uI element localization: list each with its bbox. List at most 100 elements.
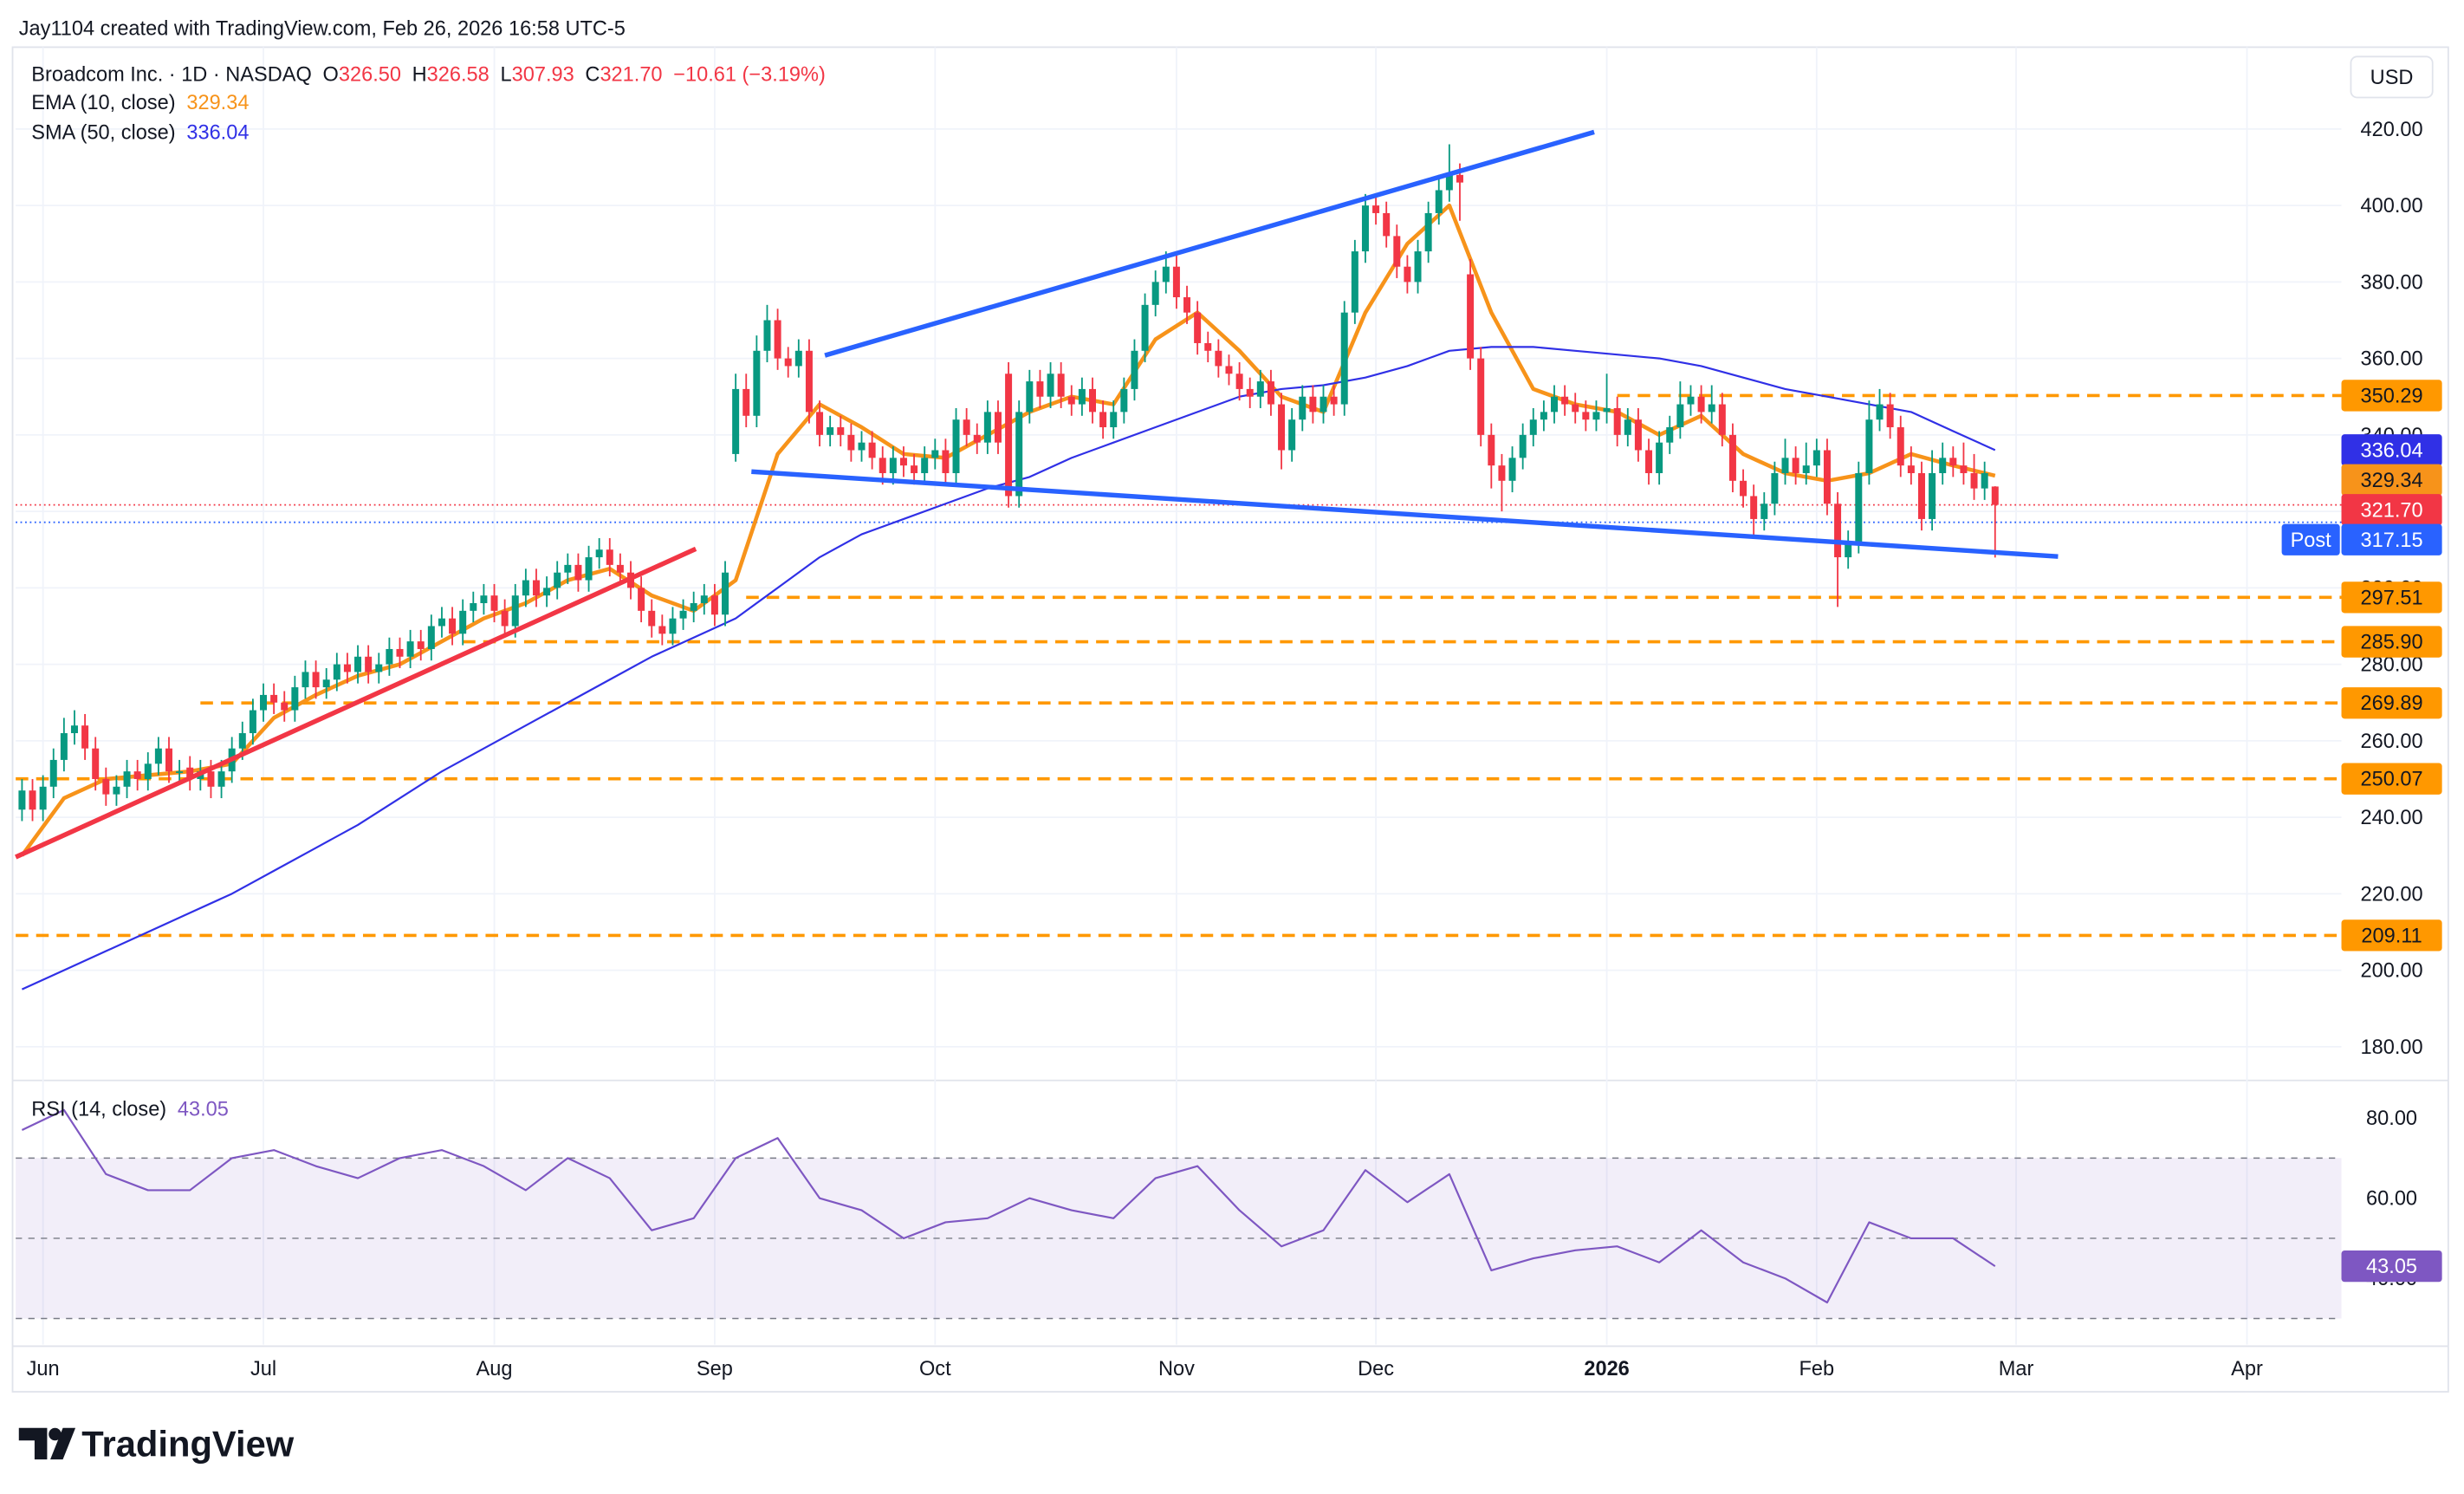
level-tag-bg — [2341, 380, 2442, 412]
candle-body — [1067, 396, 1075, 405]
price-tag: 321.70 — [2361, 498, 2423, 521]
candle-body — [1917, 472, 1925, 519]
x-tick-label: Aug — [477, 1357, 513, 1380]
level-tag-bg — [2341, 763, 2442, 795]
indicator-legend: EMA (10, close) 329.34 — [31, 91, 249, 114]
candle-body — [837, 427, 845, 435]
rsi-line — [21, 1108, 1996, 1304]
candle-body — [260, 694, 268, 711]
candle-body — [1267, 381, 1274, 405]
candle-body — [1855, 472, 1863, 542]
candle-body — [470, 603, 477, 611]
candle-body — [1404, 266, 1411, 283]
candle-body — [238, 733, 246, 749]
candle-body — [1361, 205, 1369, 252]
frame — [11, 46, 2449, 1393]
candle-body — [449, 618, 457, 634]
candle-body — [1414, 251, 1422, 283]
candle-body — [29, 790, 36, 810]
candle-body — [1981, 472, 1988, 489]
candle-body — [133, 771, 141, 779]
candle-body — [1687, 396, 1695, 405]
y-tick-label: 200.00 — [2361, 959, 2423, 982]
indicator-legend: SMA (50, close) 336.04 — [31, 120, 249, 143]
candle-body — [1151, 282, 1159, 305]
candle-body — [700, 595, 708, 604]
candle-body — [774, 320, 781, 359]
candle-body — [868, 442, 876, 458]
candle-body — [365, 656, 373, 672]
level-tag: 297.51 — [2361, 586, 2423, 608]
candle-body — [1256, 381, 1264, 397]
candle-body — [1886, 404, 1894, 428]
brand-logo — [18, 1427, 76, 1460]
candle-body — [710, 595, 718, 615]
trendline — [824, 129, 1595, 358]
x-tick-label: Sep — [697, 1357, 733, 1380]
candle-body — [1907, 465, 1915, 473]
price-tag-bg — [2341, 523, 2442, 555]
candle-body — [574, 564, 582, 581]
level-tag: 209.11 — [2361, 924, 2422, 946]
y-tick-label: 180.00 — [2361, 1036, 2423, 1058]
candle-body — [511, 595, 519, 627]
rsi-tick-label: 60.00 — [2366, 1187, 2417, 1210]
candle-body — [302, 672, 309, 688]
candle-body — [406, 641, 414, 657]
candle-body — [92, 748, 100, 779]
candle-body — [291, 687, 299, 711]
candle-body — [1771, 472, 1779, 504]
candle-body — [1572, 404, 1579, 412]
logo-shape — [18, 1427, 48, 1460]
candle-body — [1235, 374, 1243, 389]
trendline — [751, 469, 2059, 559]
candle-body — [386, 648, 393, 665]
brand: TradingView — [81, 1423, 294, 1464]
candle-body — [1330, 396, 1338, 405]
candle-body — [322, 679, 330, 688]
candle-body — [1540, 412, 1547, 420]
x-tick-label: 2026 — [1584, 1357, 1629, 1380]
x-tick-label: Dec — [1358, 1357, 1394, 1380]
candle-body — [459, 610, 467, 634]
currency-box[interactable] — [2350, 55, 2434, 99]
indicator-name: SMA (50, close) — [31, 120, 175, 143]
candle-body — [1278, 404, 1286, 451]
candle-body — [270, 694, 278, 703]
logo-shape — [50, 1427, 76, 1460]
y-tick-label: 260.00 — [2361, 730, 2423, 752]
candle-body — [1309, 396, 1317, 412]
candle-body — [1613, 407, 1621, 435]
candle-body — [1603, 407, 1611, 412]
candle-body — [1666, 427, 1674, 443]
quote-label: C — [585, 62, 600, 85]
candle-body — [1225, 366, 1233, 374]
symbol-title: Broadcom Inc. · 1D · NASDAQ — [31, 62, 312, 85]
candle-body — [49, 759, 57, 787]
level-tag-bg — [2341, 581, 2442, 614]
candle-body — [39, 786, 47, 810]
y-tick-label: 220.00 — [2361, 882, 2423, 905]
candle-body — [1498, 465, 1506, 481]
candle-body — [1057, 374, 1065, 397]
rsi-tick-label: 80.00 — [2366, 1107, 2417, 1129]
candle-body — [438, 618, 445, 627]
candle-body — [1246, 388, 1254, 397]
logo-shape — [49, 1427, 62, 1441]
candle-body — [522, 580, 529, 596]
candle-body — [963, 419, 970, 435]
candle-body — [281, 702, 289, 711]
candle-body — [1183, 297, 1191, 313]
candle-body — [1697, 396, 1705, 412]
candle-body — [1477, 358, 1485, 435]
candle-body — [1488, 434, 1495, 466]
candle-body — [490, 595, 498, 611]
candle-body — [427, 626, 435, 649]
candle-body — [816, 412, 824, 435]
candle-body — [333, 664, 340, 680]
candle-body — [1781, 458, 1789, 473]
candle-body — [249, 710, 256, 734]
